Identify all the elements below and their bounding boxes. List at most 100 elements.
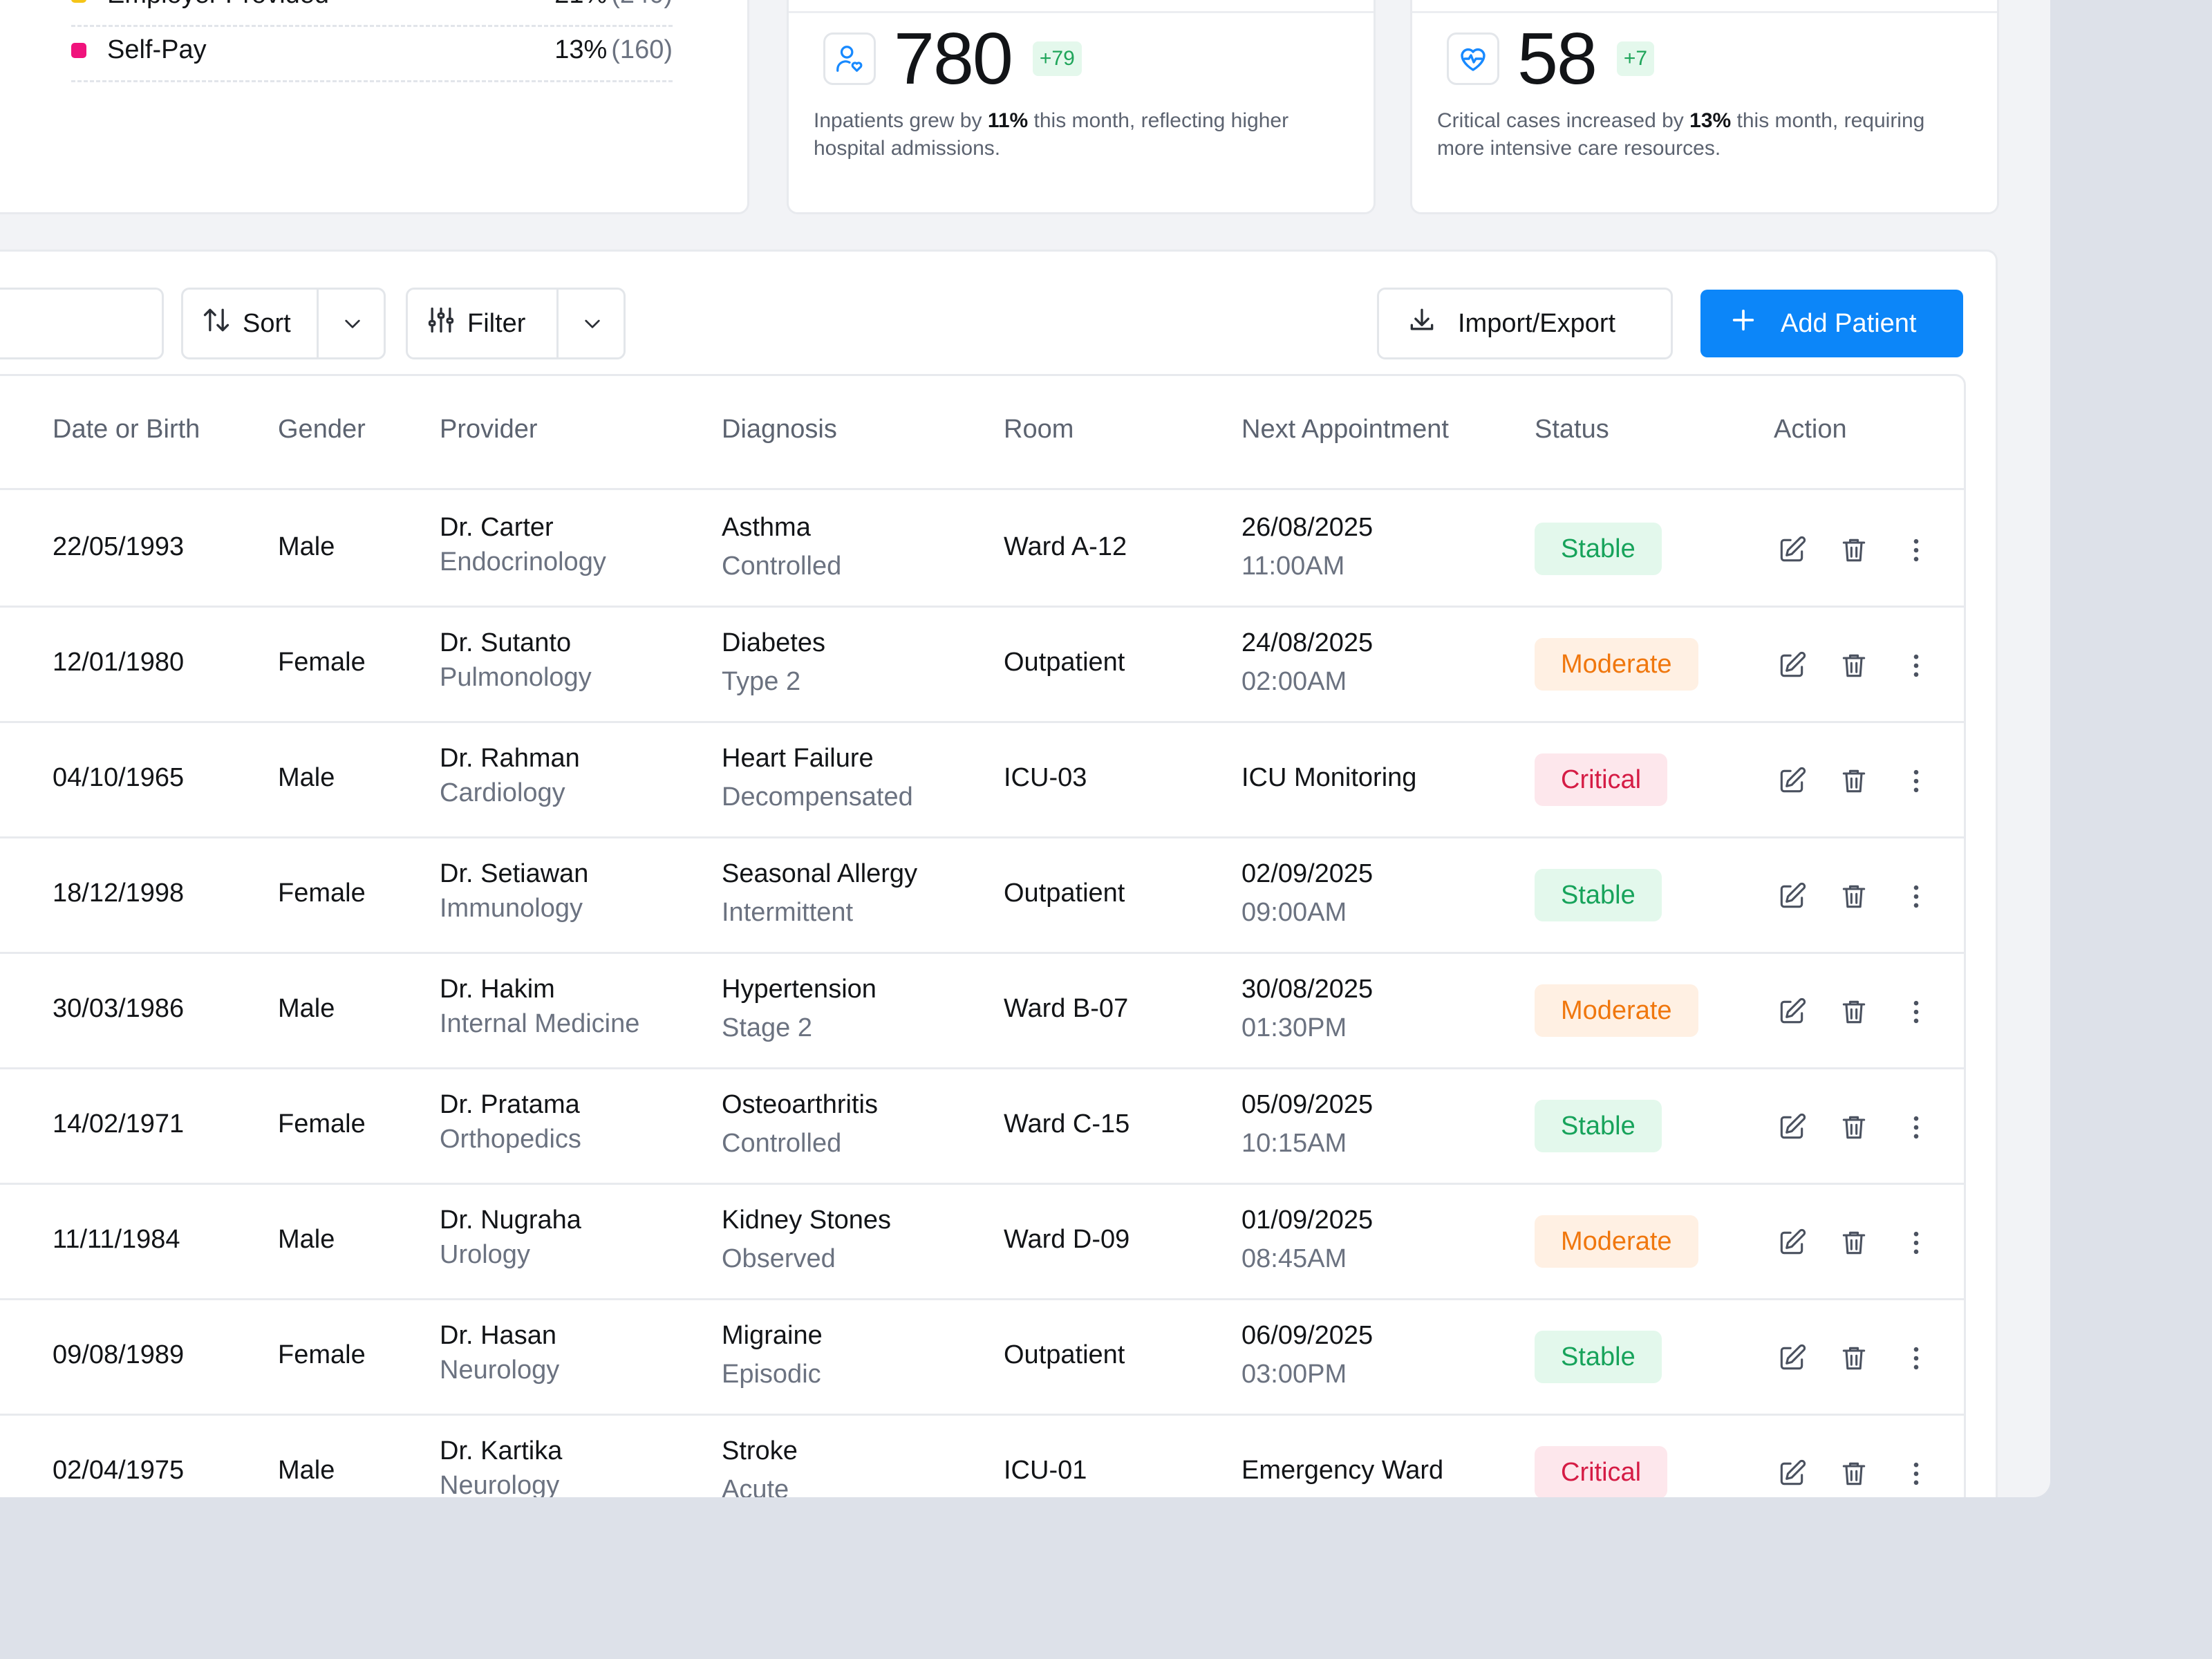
diagnosis-name: Osteoarthritis	[722, 1090, 878, 1119]
room-cell: Ward B-07	[1004, 994, 1129, 1023]
more-vertical-icon[interactable]	[1900, 1342, 1933, 1375]
trash-icon[interactable]	[1837, 1111, 1871, 1144]
more-vertical-icon[interactable]	[1900, 1111, 1933, 1144]
inpatients-stat-card: 780 +79 Inpatients grew by 11% this mont…	[787, 0, 1376, 214]
edit-icon[interactable]	[1775, 649, 1808, 682]
dob-cell: 11/11/1984	[53, 1225, 180, 1254]
inpatients-description: Inpatients grew by 11% this month, refle…	[814, 109, 1289, 160]
table-row[interactable]: 14/02/1971 Female Dr. Pratama Orthopedic…	[0, 1069, 1964, 1185]
more-vertical-icon[interactable]	[1900, 765, 1933, 798]
gender-cell: Female	[278, 648, 366, 677]
legend-dot	[71, 42, 86, 58]
payer-row: Employer Provided 21% (240)	[71, 0, 673, 27]
column-header-provider[interactable]: Provider	[440, 415, 538, 444]
room-cell: Outpatient	[1004, 648, 1125, 677]
column-header-gender[interactable]: Gender	[278, 415, 366, 444]
edit-icon[interactable]	[1775, 880, 1808, 913]
diagnosis-detail: Controlled	[722, 1129, 842, 1158]
more-vertical-icon[interactable]	[1900, 1226, 1933, 1259]
edit-icon[interactable]	[1775, 534, 1808, 567]
trash-icon[interactable]	[1837, 765, 1871, 798]
gender-cell: Male	[278, 763, 335, 792]
provider-specialty: Neurology	[440, 1356, 560, 1385]
column-header-diagnosis[interactable]: Diagnosis	[722, 415, 837, 444]
appointment-date: 30/08/2025	[1241, 975, 1374, 1004]
table-row[interactable]: 11/11/1984 Male Dr. Nugraha Urology Kidn…	[0, 1185, 1964, 1300]
gender-cell: Male	[278, 994, 335, 1023]
trash-icon[interactable]	[1837, 534, 1871, 567]
import-export-button[interactable]: Import/Export	[1377, 288, 1673, 359]
edit-icon[interactable]	[1775, 765, 1808, 798]
critical-cases-value: 58	[1517, 18, 1597, 100]
inpatients-delta-badge: +79	[1032, 41, 1082, 76]
column-header-room[interactable]: Room	[1004, 415, 1074, 444]
more-vertical-icon[interactable]	[1900, 649, 1933, 682]
table-row[interactable]: 09/08/1989 Female Dr. Hasan Neurology Mi…	[0, 1300, 1964, 1416]
room-cell: Ward A-12	[1004, 532, 1127, 561]
patient-table: Date or Birth Gender Provider Diagnosis …	[0, 374, 1966, 1497]
room-cell: Outpatient	[1004, 1340, 1125, 1369]
diagnosis-name: Hypertension	[722, 975, 877, 1004]
status-badge: Critical	[1535, 1446, 1668, 1497]
chevron-down-icon[interactable]	[559, 290, 626, 357]
diagnosis-name: Seasonal Allergy	[722, 859, 918, 888]
table-row[interactable]: 30/03/1986 Male Dr. Hakim Internal Medic…	[0, 954, 1964, 1069]
provider-name: Dr. Rahman	[440, 744, 580, 773]
trash-icon[interactable]	[1837, 649, 1871, 682]
table-row[interactable]: 04/10/1965 Male Dr. Rahman Cardiology He…	[0, 723, 1964, 838]
filter-label: Filter	[467, 308, 526, 338]
gender-cell: Male	[278, 1456, 335, 1485]
critical-cases-delta-badge: +7	[1616, 41, 1655, 76]
edit-icon[interactable]	[1775, 995, 1808, 1029]
edit-icon[interactable]	[1775, 1111, 1808, 1144]
search-input[interactable]	[0, 288, 164, 359]
gender-cell: Female	[278, 1109, 366, 1138]
more-vertical-icon[interactable]	[1900, 1457, 1933, 1490]
more-vertical-icon[interactable]	[1900, 534, 1933, 567]
more-vertical-icon[interactable]	[1900, 995, 1933, 1029]
column-header-next-appointment[interactable]: Next Appointment	[1241, 415, 1449, 444]
provider-specialty: Immunology	[440, 894, 583, 923]
filter-button[interactable]: Filter	[406, 288, 626, 359]
provider-specialty: Endocrinology	[440, 547, 606, 577]
appointment-date: 05/09/2025	[1241, 1090, 1374, 1119]
trash-icon[interactable]	[1837, 1342, 1871, 1375]
sort-label: Sort	[243, 308, 291, 338]
diagnosis-detail: Intermittent	[722, 898, 854, 927]
appointment-date: 06/09/2025	[1241, 1321, 1374, 1350]
trash-icon[interactable]	[1837, 880, 1871, 913]
table-row[interactable]: 18/12/1998 Female Dr. Setiawan Immunolog…	[0, 838, 1964, 954]
payer-row: Self-Pay 13% (160)	[71, 20, 673, 82]
appointment-date: 02/09/2025	[1241, 859, 1374, 888]
provider-name: Dr. Setiawan	[440, 859, 589, 888]
edit-icon[interactable]	[1775, 1226, 1808, 1259]
status-badge: Critical	[1535, 753, 1668, 806]
payer-percent: 21%	[554, 0, 607, 10]
trash-icon[interactable]	[1837, 995, 1871, 1029]
trash-icon[interactable]	[1837, 1457, 1871, 1490]
gender-cell: Female	[278, 879, 366, 908]
provider-name: Dr. Hakim	[440, 975, 555, 1004]
more-vertical-icon[interactable]	[1900, 880, 1933, 913]
provider-name: Dr. Kartika	[440, 1436, 563, 1465]
table-row[interactable]: 12/01/1980 Female Dr. Sutanto Pulmonolog…	[0, 608, 1964, 723]
appointment-time: 01:30PM	[1241, 1013, 1347, 1042]
room-cell: ICU-01	[1004, 1456, 1087, 1485]
sort-button[interactable]: Sort	[181, 288, 386, 359]
column-header-dob[interactable]: Date or Birth	[53, 415, 200, 444]
appointment-date: Emergency Ward	[1241, 1456, 1444, 1485]
table-row[interactable]: 02/04/1975 Male Dr. Kartika Neurology St…	[0, 1416, 1964, 1497]
payer-breakdown-card: Employer Provided 21% (240) Self-Pay 13%…	[0, 0, 749, 214]
edit-icon[interactable]	[1775, 1342, 1808, 1375]
dob-cell: 02/04/1975	[53, 1456, 185, 1485]
provider-name: Dr. Nugraha	[440, 1206, 581, 1235]
edit-icon[interactable]	[1775, 1457, 1808, 1490]
provider-specialty: Urology	[440, 1240, 530, 1269]
payer-count: (160)	[611, 35, 673, 64]
table-row[interactable]: 22/05/1993 Male Dr. Carter Endocrinology…	[0, 492, 1964, 608]
column-header-status[interactable]: Status	[1535, 415, 1609, 444]
chevron-down-icon[interactable]	[319, 290, 386, 357]
trash-icon[interactable]	[1837, 1226, 1871, 1259]
add-patient-button[interactable]: Add Patient	[1700, 290, 1963, 357]
appointment-time: 02:00AM	[1241, 667, 1347, 696]
